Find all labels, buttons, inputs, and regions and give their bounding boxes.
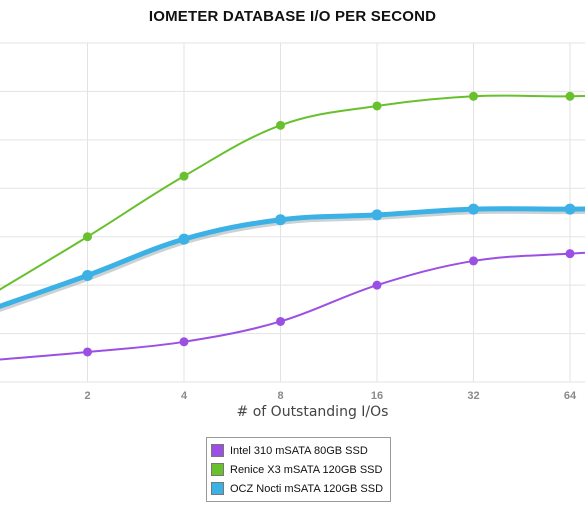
x-tick-label: 8 [277,390,283,402]
x-axis-label-text: # of Outstanding I/Os [236,404,389,420]
data-point-renice [372,101,382,111]
legend-label: OCZ Nocti mSATA 120GB SSD [230,482,384,495]
legend-label: Renice X3 mSATA 120GB SSD [230,463,383,476]
data-point-renice [565,91,575,101]
legend-item: Intel 310 mSATA 80GB SSD [207,441,390,460]
legend: Intel 310 mSATA 80GB SSD Renice X3 mSATA … [206,437,391,502]
data-point-renice [179,171,189,181]
legend-swatch [211,482,224,495]
data-point-intel [565,249,575,259]
x-tick-label: 16 [371,390,383,402]
legend-item: OCZ Nocti mSATA 120GB SSD [207,479,390,498]
chart-title: IOMETER DATABASE I/O PER SECOND [148,8,437,25]
data-point-ocz [564,203,576,215]
plot-area [0,91,585,361]
data-point-ocz [275,214,286,226]
series-line-intel [0,251,585,361]
x-tick-label: 2 [84,390,90,402]
data-point-ocz [371,209,383,221]
data-point-renice [83,232,92,242]
data-point-intel [179,337,189,347]
data-point-renice [469,91,478,101]
x-tick-label: 64 [564,390,577,402]
data-point-ocz [82,269,93,281]
data-point-renice [276,120,285,130]
series-line-renice [0,94,585,291]
legend-swatch [211,444,224,457]
legend-label: Intel 310 mSATA 80GB SSD [230,444,368,457]
legend-item: Renice X3 mSATA 120GB SSD [207,460,390,479]
data-point-ocz [178,233,190,245]
x-tick-label: 4 [181,390,188,402]
data-point-intel [469,256,478,266]
x-tick-label: 32 [467,390,479,402]
data-point-intel [372,280,382,290]
legend-swatch [211,463,224,476]
data-point-intel [276,316,285,326]
x-axis-label: # of Outstanding I/Os [0,404,585,420]
data-point-ocz [468,203,479,215]
data-point-intel [83,347,92,357]
